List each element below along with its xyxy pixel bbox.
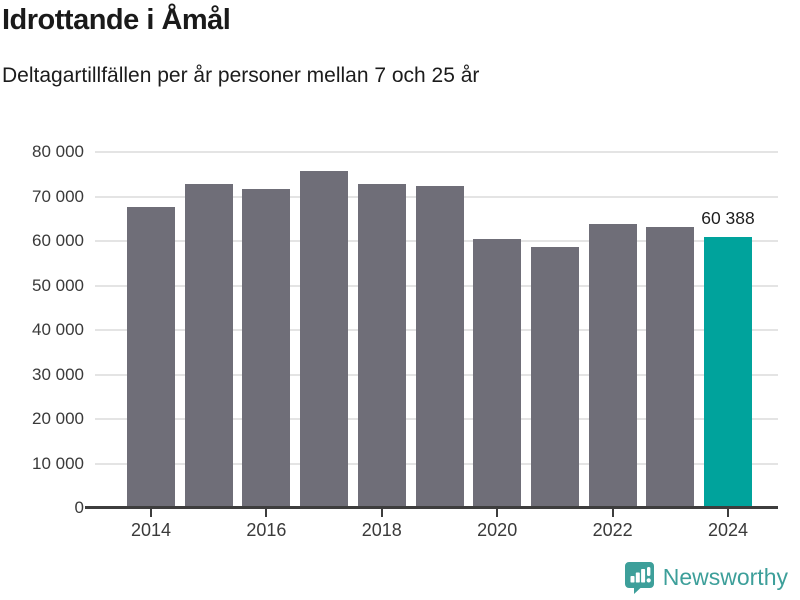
x-axis-label: 2022 [592, 520, 633, 540]
newsworthy-bubble-chart-icon [624, 561, 655, 594]
y-axis-label: 60 000 [32, 231, 84, 250]
bar-2015 [184, 183, 233, 506]
bar-2023 [646, 226, 695, 506]
x-axis-label: 2014 [130, 520, 172, 540]
y-axis-label: 30 000 [32, 364, 84, 384]
bar-2016 [242, 188, 291, 506]
x-axis-tick [265, 509, 268, 517]
page-title: Idrottande i Åmål [2, 4, 231, 36]
x-axis-label: 2016 [246, 520, 287, 540]
bar-2014 [127, 207, 175, 506]
x-axis-label: 2020 [477, 520, 518, 540]
y-axis-label: 0 [74, 498, 84, 517]
bar-2022 [588, 223, 637, 506]
x-axis-line [85, 506, 778, 509]
y-gridline [95, 151, 778, 153]
y-axis-label: 80 000 [32, 142, 84, 161]
y-axis-label: 40 000 [32, 320, 84, 339]
y-axis-label: 20 000 [32, 409, 84, 428]
bar-2020 [473, 238, 522, 506]
bar-2024 [704, 237, 752, 506]
chart-subtitle: Deltagartillfällen per år personer mella… [2, 64, 480, 87]
plot-area: 0 10 000 20 000 30 000 40 000 50 000 60 000 70 … [32, 142, 778, 540]
x-axis-tick [611, 509, 614, 517]
y-axis-label: 50 000 [32, 275, 84, 295]
x-axis-tick [496, 509, 499, 517]
x-axis-tick [727, 509, 729, 517]
bar-2017 [300, 170, 349, 506]
x-axis-label: 2024 [707, 520, 749, 540]
bar-2021 [530, 247, 579, 506]
y-axis-label: 10 000 [32, 453, 84, 473]
newsworthy-brand-text: Newsworthy [662, 564, 788, 590]
y-axis-label: 70 000 [32, 186, 84, 206]
x-axis-tick [150, 509, 152, 517]
x-axis-label: 2018 [361, 520, 402, 540]
bar-2019 [415, 186, 464, 506]
value-annotation: 60 388 [701, 208, 755, 229]
x-axis-tick [380, 509, 383, 517]
newsworthy-logo-link[interactable]: Newsworthy [624, 561, 788, 594]
bar-2018 [357, 183, 406, 506]
